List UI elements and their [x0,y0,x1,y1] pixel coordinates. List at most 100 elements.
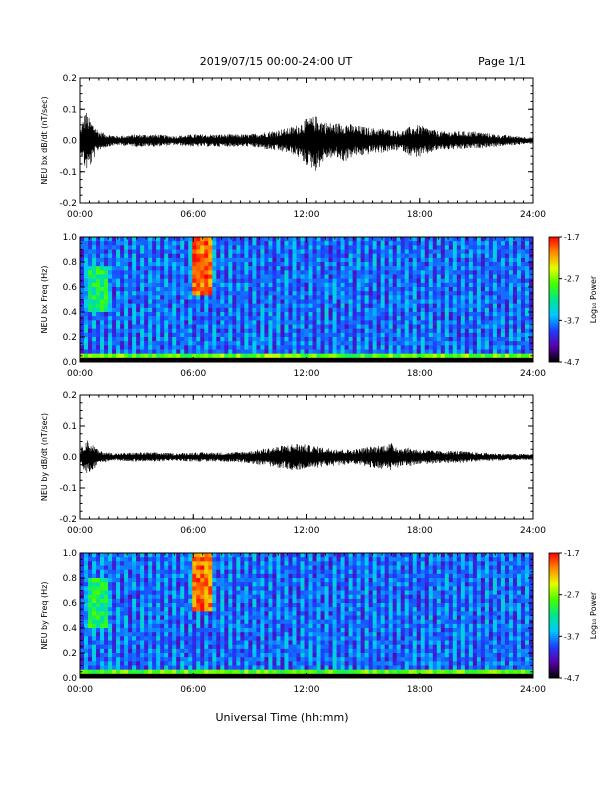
heatmap-cell [180,557,185,562]
heatmap-cell [160,632,165,637]
heatmap-cell [188,241,193,246]
heatmap-cell [352,299,358,305]
heatmap-cell [176,573,181,579]
heatmap-cell [348,237,353,242]
heatmap-cell [284,245,289,250]
heatmap-cell [336,349,341,355]
heatmap-cell [84,349,89,355]
heatmap-cell [84,316,89,321]
heatmap-cell [140,636,145,641]
heatmap-cell [188,648,193,654]
heatmap-cell [344,274,349,280]
heatmap-cell [168,673,173,679]
heatmap-cell [288,320,293,325]
heatmap-cell [184,657,189,662]
heatmap-cell [124,349,129,355]
heatmap-cell [400,353,406,359]
heatmap-cell [120,628,125,633]
heatmap-cell [464,270,470,275]
heatmap-cell [528,312,534,317]
heatmap-cell [440,270,446,275]
heatmap-cell [504,320,510,325]
heatmap-cell [188,661,193,666]
heatmap-cell [212,590,217,596]
heatmap-cell [312,278,317,284]
heatmap-cell [252,257,257,263]
heatmap-cell [332,332,337,338]
heatmap-cell [80,586,85,591]
heatmap-cell [88,270,93,275]
heatmap-cell [156,648,161,654]
heatmap-cell [324,278,329,284]
heatmap-cell [124,245,129,250]
heatmap-cell [224,307,229,313]
heatmap-cell [208,653,213,658]
heatmap-cell [296,357,301,363]
heatmap-cell [484,270,490,275]
heatmap-cell [132,316,137,321]
heatmap-cell [452,332,458,338]
heatmap-cell [148,607,153,612]
heatmap-cell [428,307,434,313]
heatmap-cell [80,623,85,629]
heatmap-cell [476,357,482,363]
heatmap-cell [436,312,442,317]
heatmap-cell [144,312,149,317]
heatmap-cell [488,270,494,275]
heatmap-cell [436,249,442,255]
heatmap-cell [356,266,362,271]
heatmap-cell [272,328,277,334]
heatmap-cell [348,320,353,325]
heatmap-cell [144,557,149,562]
heatmap-cell [424,349,430,355]
heatmap-cell [340,324,345,330]
heatmap-cell [196,611,201,616]
heatmap-cell [256,337,261,342]
heatmap-cell [516,266,522,271]
heatmap-cell [168,237,173,242]
heatmap-cell [144,665,149,671]
heatmap-cell [124,253,129,259]
heatmap-cell [96,661,101,666]
heatmap-cell [516,303,522,309]
heatmap-cell [168,353,173,359]
heatmap-cell [256,262,261,267]
heatmap-cell [332,324,337,330]
heatmap-cell [124,316,129,321]
heatmap-cell [100,312,105,317]
heatmap-cell [84,611,89,616]
heatmap-cell [80,257,85,263]
heatmap-cell [436,245,442,250]
heatmap-cell [340,332,345,338]
heatmap-cell [260,262,265,267]
heatmap-cell [212,628,217,633]
heatmap-cell [172,307,177,313]
heatmap-cell [348,303,353,309]
x-tick-label: 12:00 [294,526,320,536]
heatmap-cell [136,241,141,246]
heatmap-cell [472,253,478,259]
heatmap-cell [456,337,462,342]
heatmap-cell [232,249,237,255]
heatmap-cell [176,607,181,612]
heatmap-cell [108,648,113,654]
heatmap-cell [264,307,269,313]
heatmap-cell [344,316,349,321]
heatmap-cell [228,257,233,263]
heatmap-cell [140,253,145,259]
heatmap-cell [152,615,157,621]
heatmap-cell [428,303,434,309]
heatmap-cell [336,266,341,271]
heatmap-cell [356,274,362,280]
heatmap-cell [180,628,185,633]
heatmap-cell [188,603,193,608]
heatmap-cell [188,237,193,242]
heatmap-cell [504,282,510,288]
heatmap-cell [300,337,305,342]
heatmap-cell [212,287,217,292]
heatmap-cell [132,569,137,575]
heatmap-cell [100,357,105,363]
heatmap-cell [216,270,221,275]
heatmap-cell [188,619,193,625]
heatmap-cell [152,274,157,280]
